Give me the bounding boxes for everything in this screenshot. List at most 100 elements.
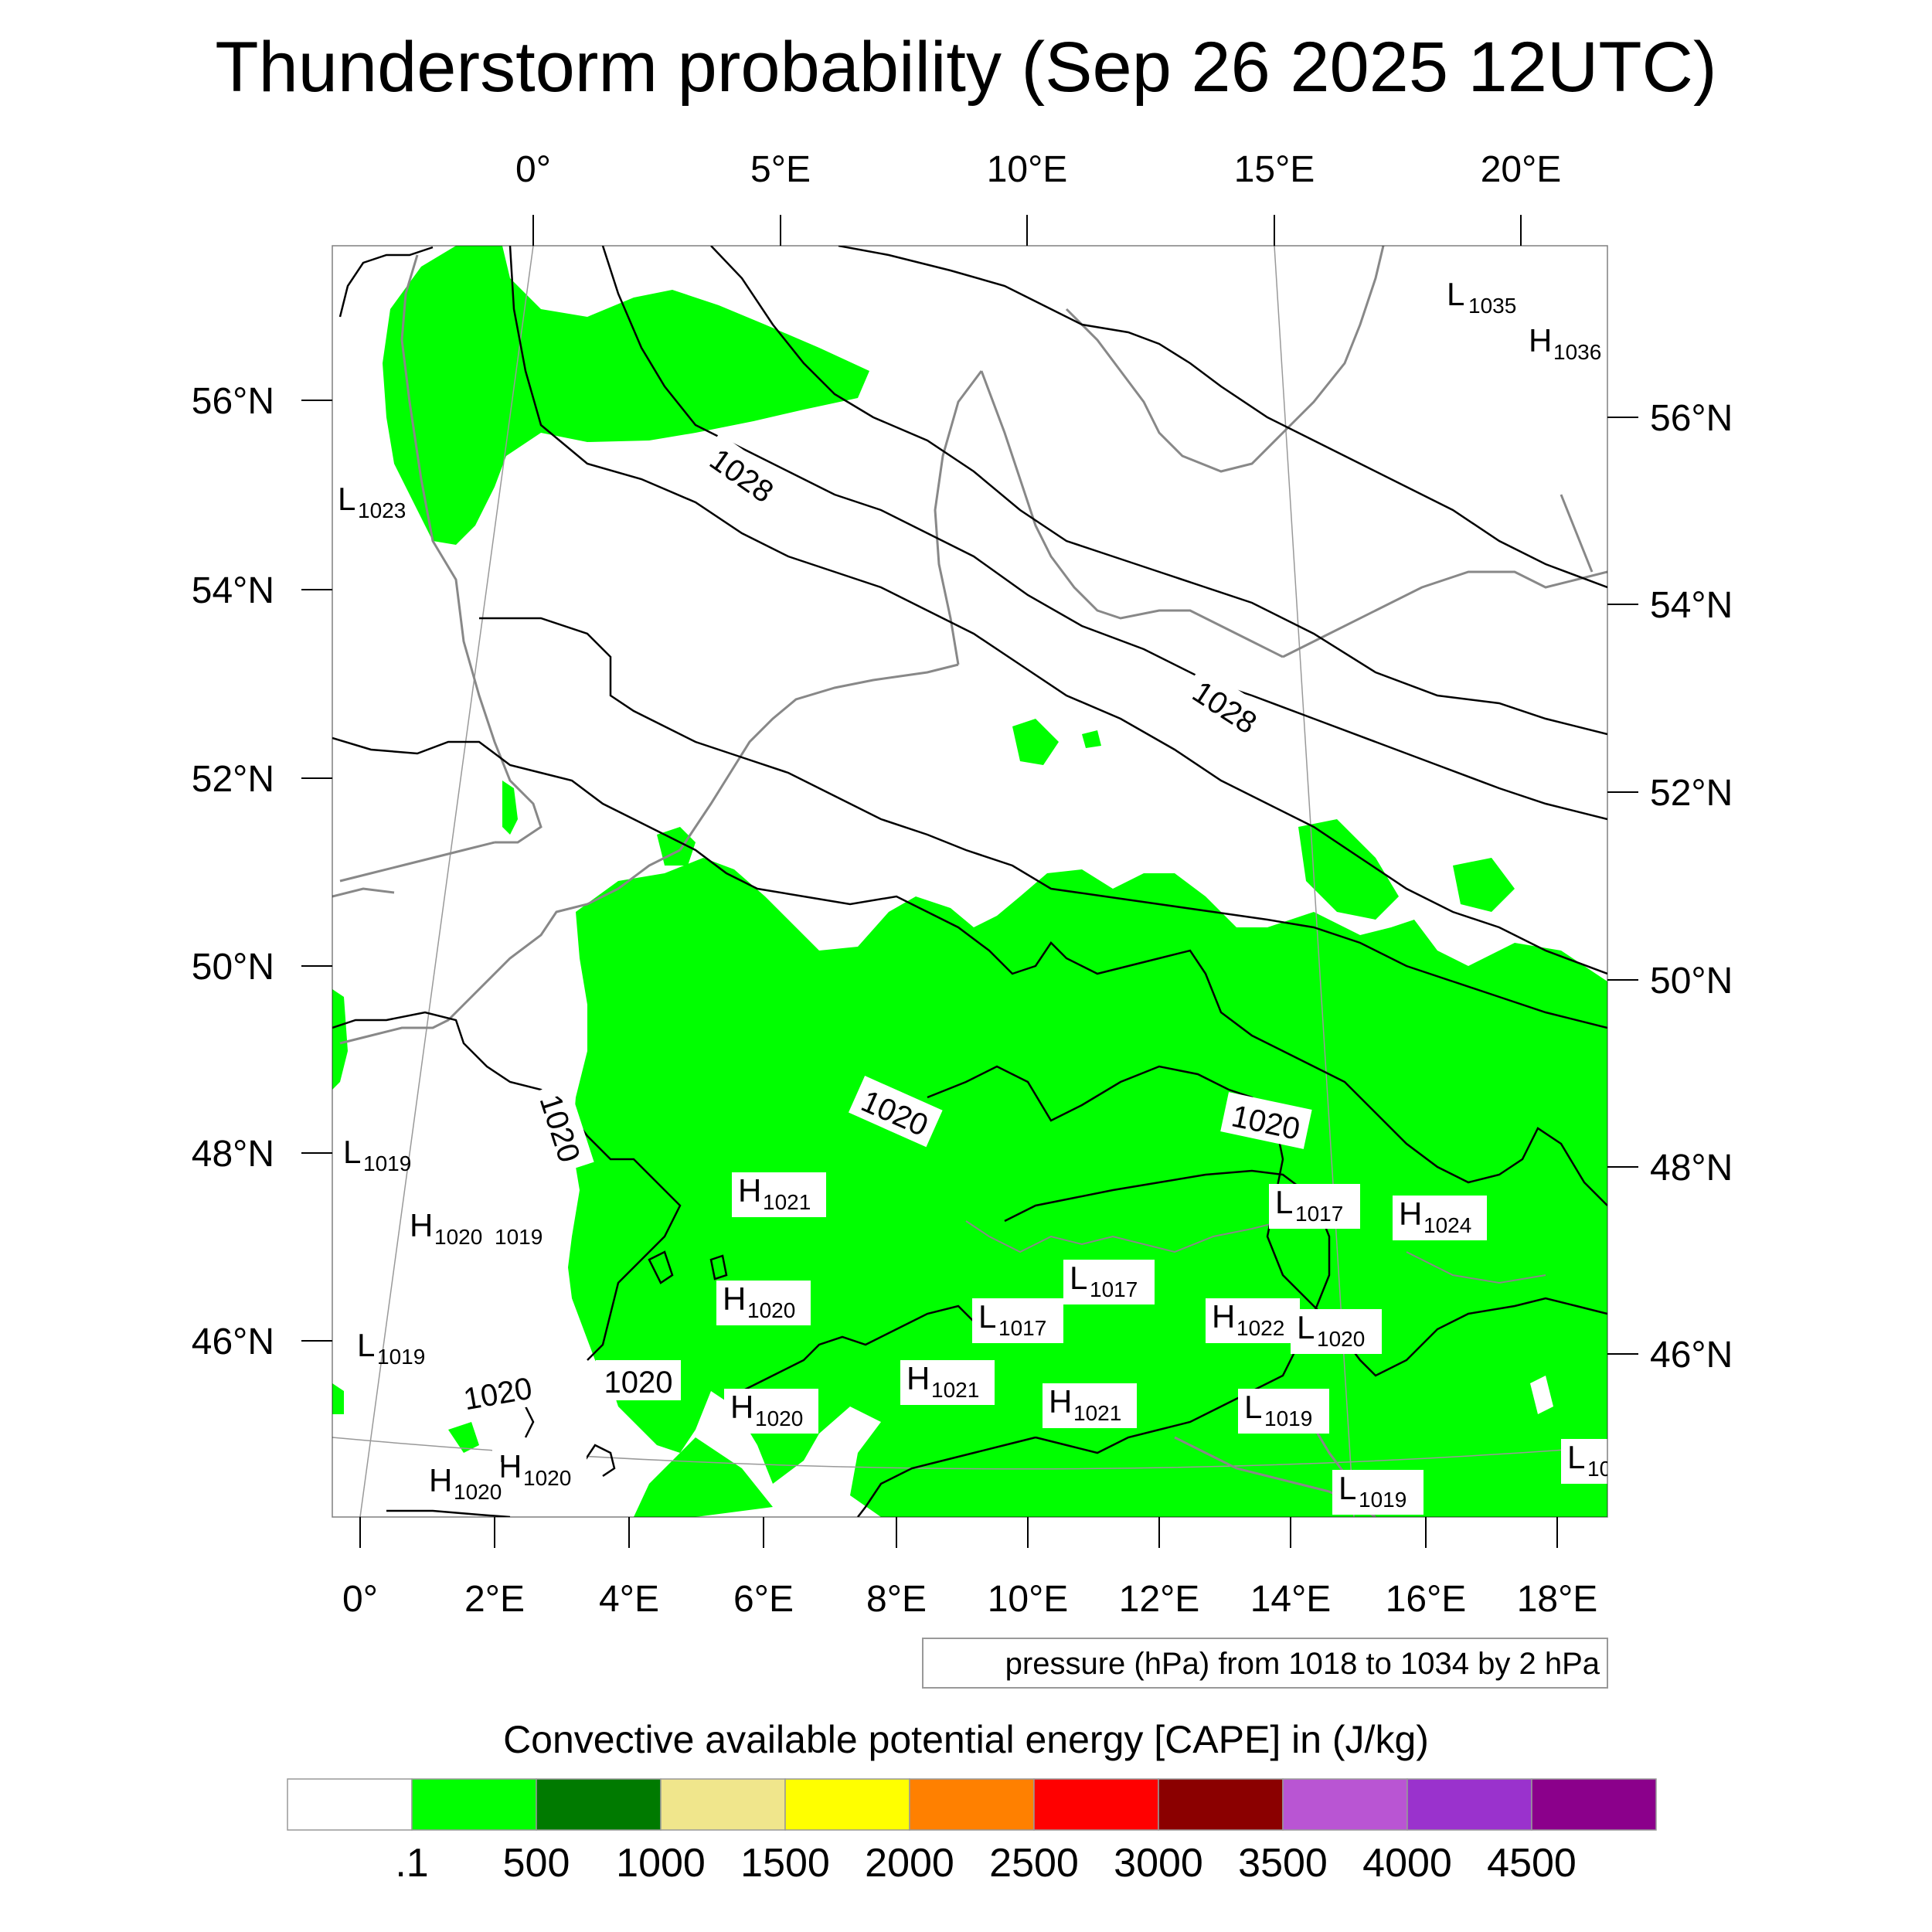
pressure-center-type: H [1049,1383,1072,1420]
cape-region-west-edge-2 [332,1383,344,1414]
pressure-center-value: 1019 [377,1345,425,1369]
colorbar-box [1158,1778,1284,1831]
map-frame [332,245,1608,1518]
pressure-center-type: H [429,1462,452,1498]
colorbar-box [1033,1778,1159,1831]
contour-label: 1020 [604,1366,673,1400]
isobar-7 [332,1011,682,1361]
colorbar-box [660,1778,786,1831]
isobar-small-3 [648,1250,674,1284]
isobar-north-west [338,246,434,318]
isobar-10 [857,1436,1036,1517]
isobar-5 [479,617,1607,1029]
lon-tick-label: 20°E [1481,149,1562,190]
pressure-center-value: 1020 [755,1406,803,1430]
lat-tick-label: 54°N [192,570,274,611]
pressure-center-type: H [723,1281,746,1317]
pressure-centers: L 1035 H 1036 L 1023 L 1019 H 1020 1019 L 1019… [338,276,1611,1515]
pressure-center-value: 1022 [1236,1316,1284,1340]
isobar-small-4 [709,1254,728,1281]
meridian-0 [359,246,534,1517]
colorbar: Convective available potential energy [C… [287,1718,1657,1886]
pressure-center-type: L [357,1327,375,1363]
isobar-4 [509,246,1607,975]
cape-region-france-south [448,1422,479,1453]
lat-tick-label: 56°N [192,381,274,422]
colorbar-label: 3500 [1238,1841,1328,1886]
pressure-center-value: 1021 [1073,1401,1121,1425]
lat-tick-label: 50°N [1650,961,1733,1002]
coast-france-north [339,849,681,1045]
colorbar-label: 2500 [989,1841,1079,1886]
colorbar-label: 2000 [865,1841,954,1886]
pressure-center-type: L [1447,276,1464,312]
pressure-center-type: L [1567,1439,1585,1475]
pressure-note-text: pressure (hPa) from 1018 to 1034 by 2 hP… [1005,1647,1600,1681]
pressure-center-value: 1021 [763,1190,811,1214]
pressure-center-value: 1019 [1359,1488,1406,1512]
pressure-center-type: L [978,1298,996,1335]
colorbar-box [411,1778,537,1831]
cape-region-poland [1453,858,1515,912]
pressure-center-value: 1021 [931,1378,979,1402]
pressure-center-type: H [1399,1196,1422,1232]
coast-denmark-east [980,370,1284,658]
lon-tick-label: 5°E [750,149,811,190]
cape-region-alps-south [634,1437,773,1517]
pressure-center-value: 1019 [1264,1406,1312,1430]
pressure-center-type: L [1338,1470,1356,1506]
coastlines [332,246,1607,1517]
axis-ticks [301,215,1638,1548]
coast-baltic-south [1282,570,1607,658]
pressure-center-type: H [730,1389,753,1425]
contour-labels: 1028 1028 1020 1020 1020 [451,433,1312,1420]
colorbar-label: 500 [503,1841,570,1886]
lon-tick-label: 4°E [599,1579,659,1620]
pressure-center-value: 10 [1587,1457,1611,1481]
colorbar-box [909,1778,1035,1831]
colorbar-boxes [287,1778,1657,1831]
pressure-center-type: H [498,1448,522,1485]
lat-tick-label: 52°N [192,759,274,800]
lon-tick-label: 8°E [866,1579,927,1620]
colorbar-label: 1000 [616,1841,706,1886]
border-inland-2 [1406,1251,1546,1284]
top-longitude-labels: 0° 5°E 10°E 15°E 20°E [515,149,1561,190]
lon-tick-label: 14°E [1250,1579,1332,1620]
lon-tick-label: 10°E [987,149,1068,190]
pressure-center-value: 1017 [1295,1202,1343,1226]
colorbar-title: Convective available potential energy [C… [503,1718,1429,1761]
isobar-2 [710,246,1607,736]
coast-sweden [1065,246,1385,473]
lon-tick-label: 2°E [464,1579,525,1620]
map-panel: 1028 1028 1020 1020 1020 [332,245,1611,1518]
pressure-center-type: L [1244,1389,1262,1425]
pressure-center-type: L [343,1134,361,1170]
isobar-11 [741,1304,975,1393]
lon-tick-label: 15°E [1234,149,1315,190]
isobar-3 [601,246,1607,821]
pressure-center-value: 1035 [1468,294,1516,318]
lon-tick-label: 10°E [988,1579,1069,1620]
coast-uk-west [332,887,395,898]
border-inland-1 [965,1220,1284,1253]
pressure-center-value: 1020 [454,1480,502,1504]
colorbar-labels: .1 500 1000 1500 2000 2500 3000 3500 4000 4500 [395,1841,1577,1886]
cape-region-west-edge [332,989,348,1090]
lon-tick-label: 0° [342,1579,378,1620]
pressure-center-value: 1036 [1553,340,1601,364]
cape-region-north-sea [383,246,869,545]
cape-region-south-east-gap [1530,1376,1553,1414]
cape-region-east [1298,819,1399,920]
meridian-15e [1274,246,1355,1517]
coast-lithuania [1560,494,1594,573]
pressure-center-value: 1020 [747,1298,795,1322]
pressure-center-value: 1019 [495,1225,543,1249]
bottom-longitude-labels: 0° 2°E 4°E 6°E 8°E 10°E 12°E 14°E 16°E 1… [342,1579,1597,1620]
lat-tick-label: 46°N [192,1321,274,1362]
pressure-center-type: H [906,1360,930,1396]
isobar-small-2 [578,1444,616,1478]
colorbar-label: 4500 [1487,1841,1577,1886]
right-latitude-labels: 56°N 54°N 52°N 50°N 48°N 46°N [1650,398,1733,1376]
cape-region-germany-patch [1012,719,1059,765]
